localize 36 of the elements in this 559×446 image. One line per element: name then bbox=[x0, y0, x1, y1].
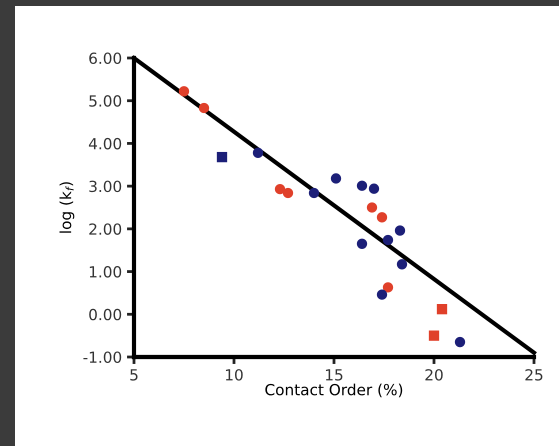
x-tick-label: 10 bbox=[226, 369, 243, 381]
x-tick-label: 25 bbox=[525, 369, 542, 381]
point bbox=[356, 238, 368, 249]
point bbox=[368, 184, 380, 194]
point bbox=[282, 188, 294, 198]
x-tick-label: 15 bbox=[326, 369, 342, 381]
x-tick-label: 20 bbox=[425, 369, 443, 381]
point bbox=[454, 336, 466, 348]
x-tick-label: 5 bbox=[130, 369, 138, 381]
point bbox=[376, 289, 388, 300]
point bbox=[274, 184, 286, 194]
point bbox=[382, 234, 394, 246]
y-tick-label: 3.00 bbox=[89, 180, 122, 192]
point bbox=[252, 148, 264, 158]
point bbox=[436, 304, 448, 314]
point bbox=[330, 173, 342, 184]
point bbox=[308, 188, 320, 198]
point bbox=[376, 212, 388, 222]
y-tick-label: 6.00 bbox=[89, 52, 122, 64]
point bbox=[216, 152, 228, 162]
y-axis-title: log (k$_{f}$) bbox=[60, 182, 74, 233]
x-axis-title: Contact Order (%) bbox=[265, 384, 402, 398]
y-tick-label: -1.00 bbox=[83, 351, 122, 364]
point bbox=[394, 225, 406, 236]
point bbox=[356, 180, 368, 191]
y-tick-label: 0.00 bbox=[89, 308, 122, 320]
y-tick-label: 4.00 bbox=[88, 138, 122, 150]
y-tick-label: 1.00 bbox=[90, 266, 122, 278]
point bbox=[198, 102, 210, 114]
y-tick-label: 5.00 bbox=[89, 95, 122, 107]
point bbox=[382, 282, 394, 293]
point bbox=[396, 259, 408, 270]
point bbox=[428, 330, 440, 341]
point bbox=[178, 86, 190, 96]
point bbox=[366, 202, 378, 213]
y-tick-label: 2.00 bbox=[89, 223, 122, 235]
